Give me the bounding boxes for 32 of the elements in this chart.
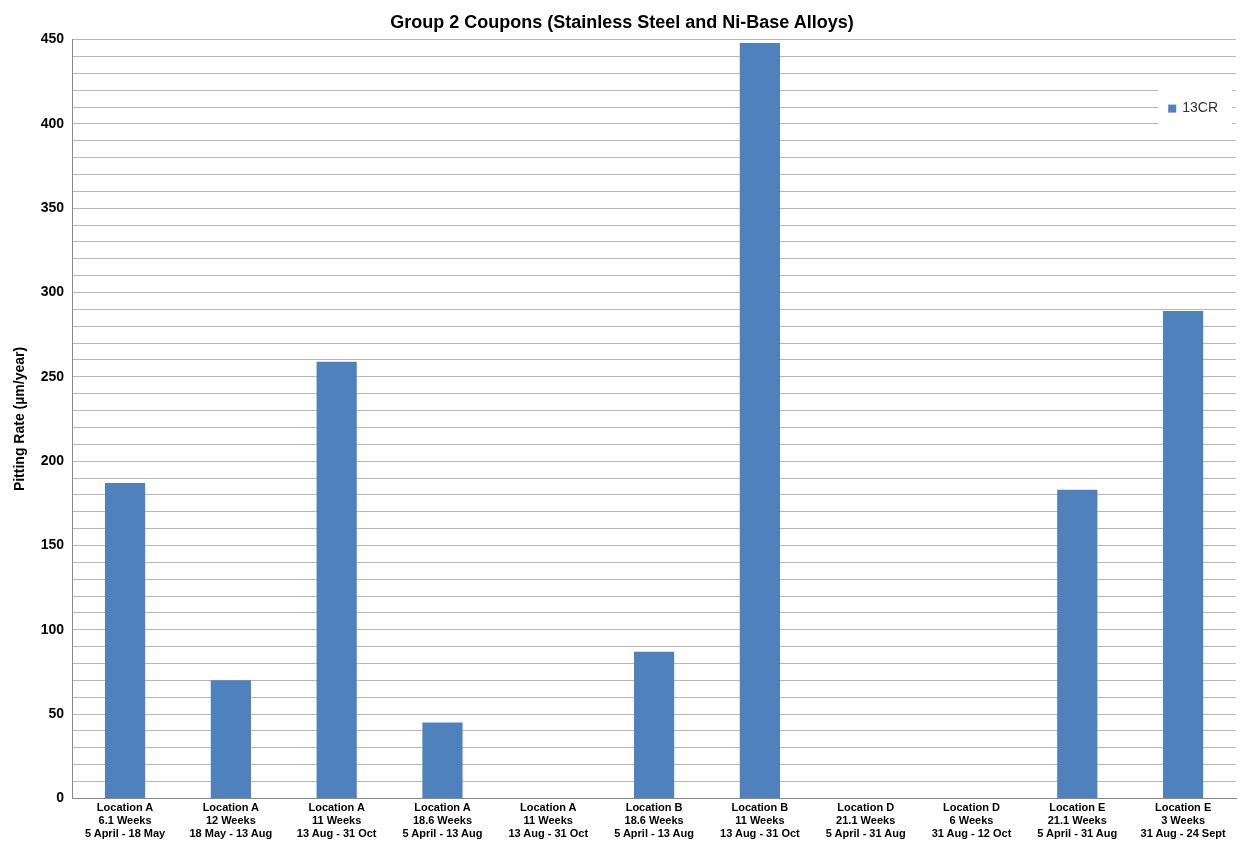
x-tick-label: Location A 18.6 Weeks 5 April - 13 Aug <box>402 801 483 840</box>
bar <box>1057 489 1098 798</box>
x-tick-label: Location D 6 Weeks 31 Aug - 12 Oct <box>931 801 1012 840</box>
x-tick-label: Location E 3 Weeks 31 Aug - 24 Sept <box>1140 801 1227 840</box>
x-tick-label: Location E 21.1 Weeks 5 April - 31 Aug <box>1037 801 1118 840</box>
bar <box>1162 311 1204 798</box>
x-tick-label: Location B 18.6 Weeks 5 April - 13 Aug <box>614 801 695 840</box>
y-tick-label: 300 <box>40 283 65 300</box>
bar <box>104 483 146 798</box>
bar <box>210 680 251 798</box>
bar <box>316 361 357 798</box>
y-tick-label: 0 <box>56 789 65 806</box>
x-tick-label: Location A 12 Weeks 18 May - 13 Aug <box>189 801 273 840</box>
bar <box>739 42 780 798</box>
x-tick-label: Location B 11 Weeks 13 Aug - 31 Oct <box>720 801 801 840</box>
x-tick-label: Location A 6.1 Weeks 5 April - 18 May <box>84 801 167 840</box>
y-tick-label: 150 <box>40 536 65 553</box>
x-tick-label: Location D 21.1 Weeks 5 April - 31 Aug <box>825 801 906 840</box>
y-tick-label: 200 <box>40 452 65 469</box>
y-axis-title: Pitting Rate (µm/year) <box>11 346 28 492</box>
x-tick-label: Location A 11 Weeks 13 Aug - 31 Oct <box>508 801 589 840</box>
legend-label: 13CR <box>1182 99 1218 116</box>
chart-title: Group 2 Coupons (Stainless Steel and Ni-Base Alloys) <box>390 11 854 32</box>
y-tick-label: 50 <box>48 704 65 721</box>
y-tick-label: 350 <box>40 199 65 216</box>
y-tick-label: 450 <box>40 30 65 47</box>
y-tick-label: 400 <box>40 114 65 131</box>
bar <box>422 722 463 798</box>
bar <box>633 651 675 798</box>
y-tick-label: 100 <box>40 620 65 637</box>
x-tick-label: Location A 11 Weeks 13 Aug - 31 Oct <box>296 801 377 840</box>
y-tick-label: 250 <box>40 367 65 384</box>
